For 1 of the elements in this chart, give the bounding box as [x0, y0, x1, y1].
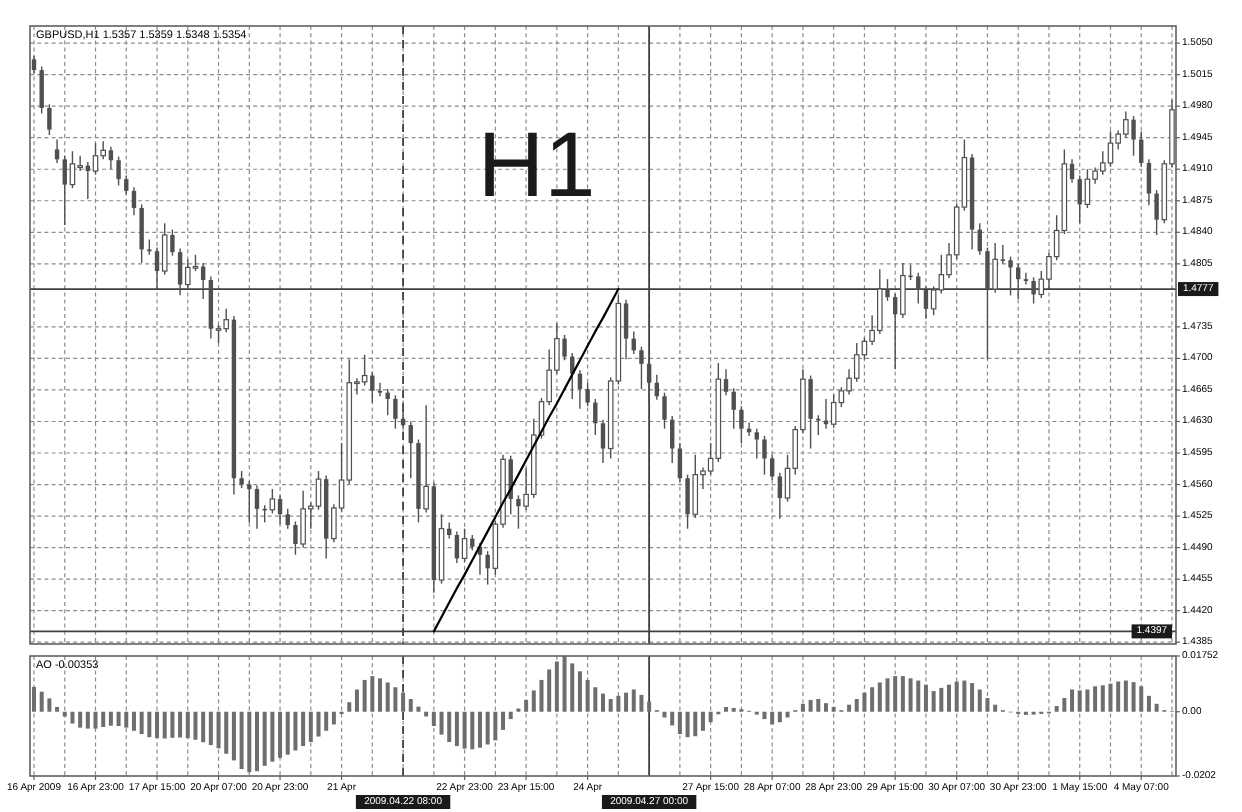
annotation: H1 [477, 111, 596, 216]
